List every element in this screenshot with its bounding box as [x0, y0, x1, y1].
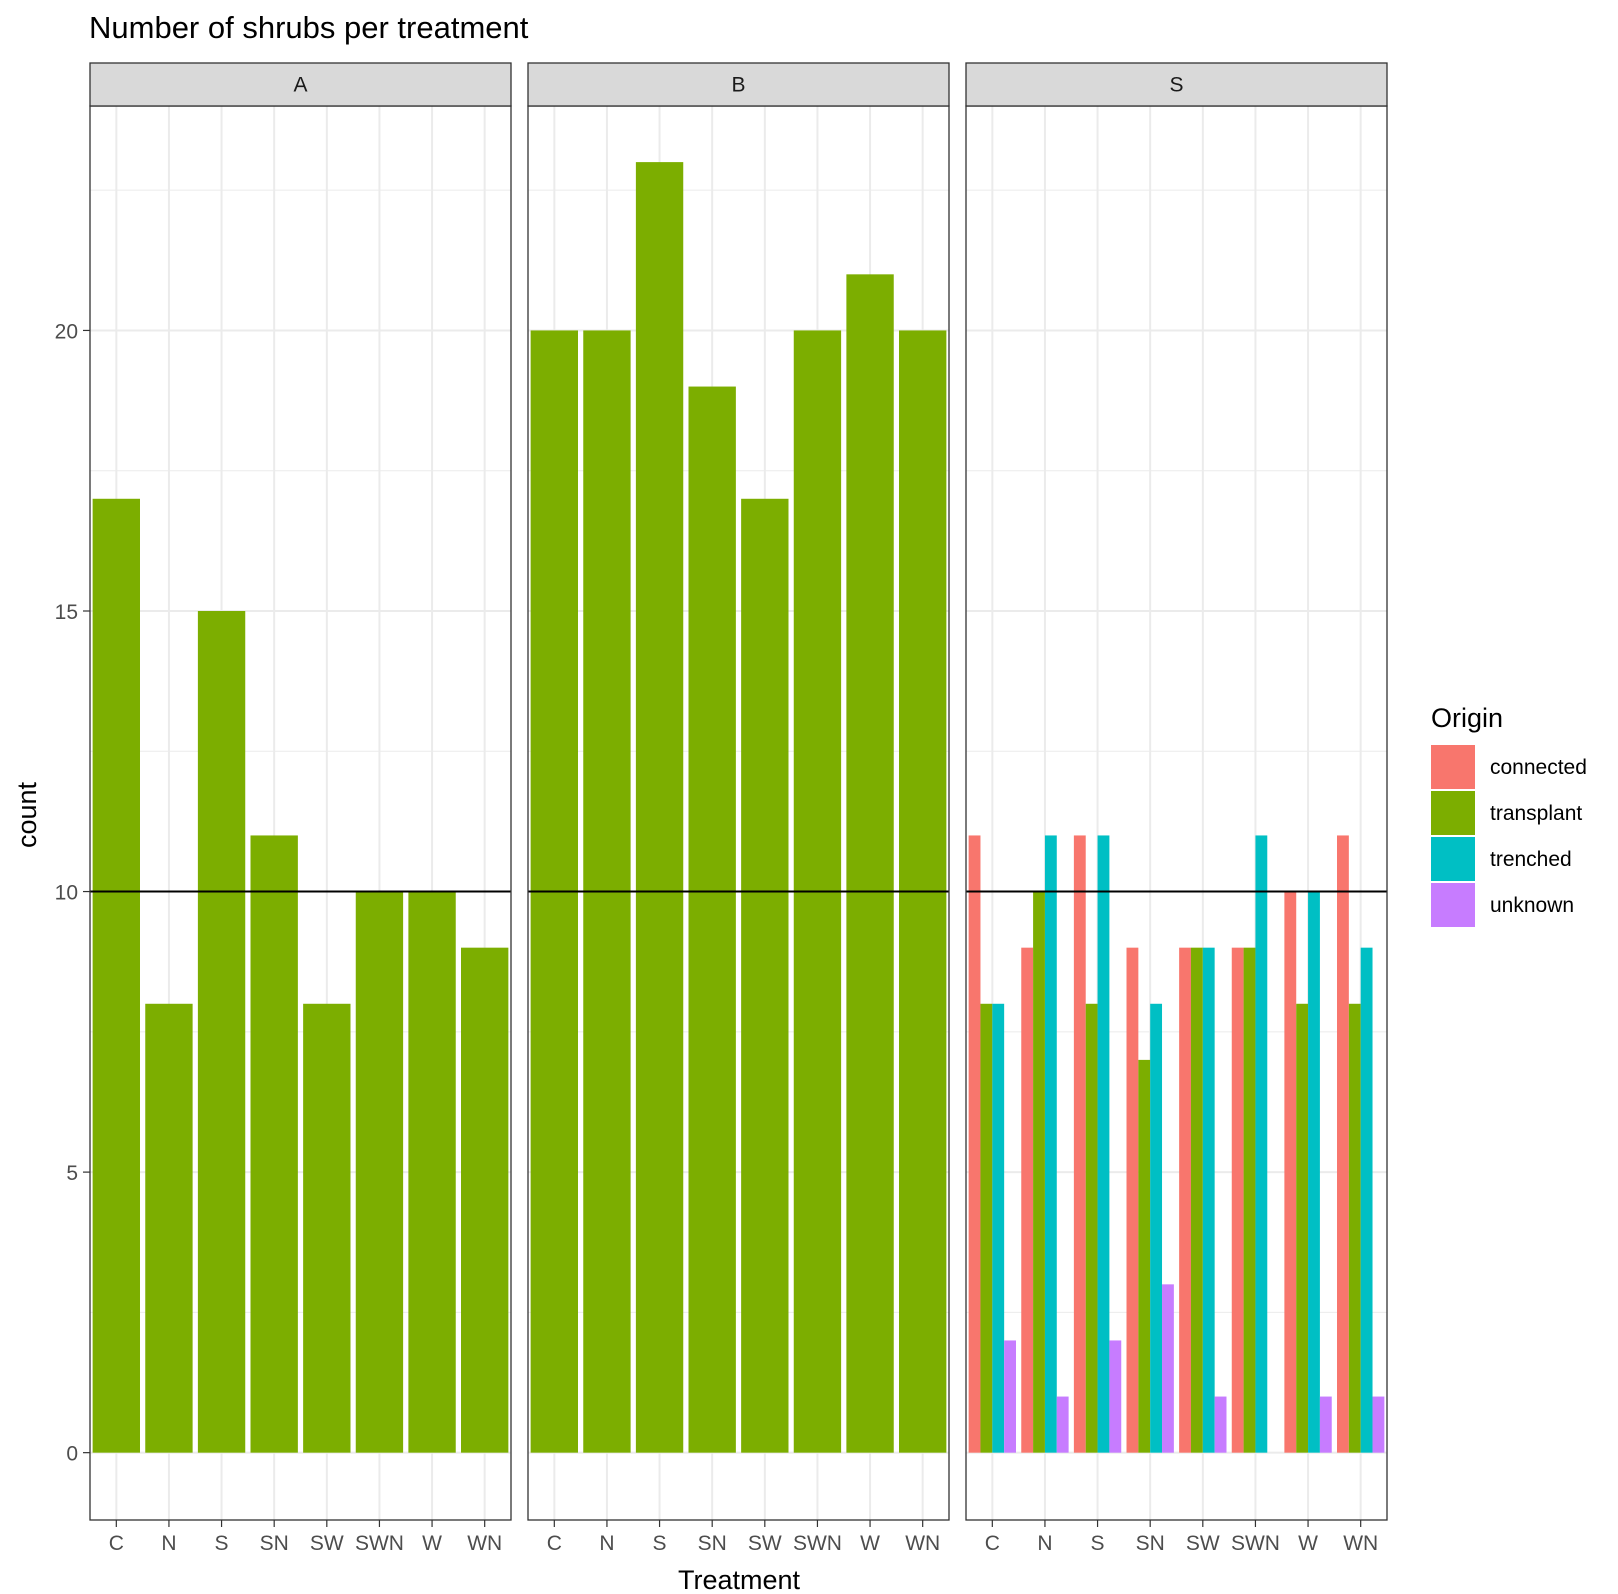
bar-b-w-transplant — [846, 274, 894, 1453]
x-tick-label: S — [1091, 1532, 1105, 1555]
x-tick-label: SN — [1136, 1532, 1165, 1555]
x-tick-label: N — [1037, 1532, 1052, 1555]
chart-title: Number of shrubs per treatment — [89, 10, 529, 45]
legend-label-trenched: trenched — [1490, 848, 1572, 871]
bar-a-c-transplant — [92, 498, 140, 1453]
x-tick-label: SWN — [793, 1532, 842, 1555]
bar-a-w-transplant — [408, 891, 456, 1453]
x-tick-label: SW — [748, 1532, 782, 1555]
x-tick-label: N — [161, 1532, 176, 1555]
x-tick-label: SW — [310, 1532, 344, 1555]
bar-s-s-transplant — [1085, 1003, 1098, 1453]
bar-s-c-trenched — [992, 1003, 1005, 1453]
bar-s-c-unknown — [1004, 1340, 1016, 1453]
bar-s-n-transplant — [1033, 891, 1045, 1453]
bar-s-c-transplant — [980, 1003, 993, 1453]
y-tick-label: 0 — [66, 1443, 78, 1466]
bar-s-s-trenched — [1097, 835, 1110, 1453]
bar-a-wn-transplant — [461, 947, 509, 1453]
legend: Origin connected transplant trenched unknow… — [1431, 703, 1587, 927]
bar-s-n-connected — [1021, 947, 1034, 1453]
bar-s-wn-connected — [1337, 835, 1349, 1453]
x-tick-label: W — [860, 1532, 880, 1555]
bar-s-w-trenched — [1308, 891, 1320, 1453]
bar-s-sw-transplant — [1190, 947, 1203, 1453]
bar-a-n-transplant — [145, 1003, 193, 1453]
bar-s-c-connected — [968, 835, 981, 1453]
facet-strip-label: S — [1169, 74, 1183, 97]
x-tick-label: C — [547, 1532, 562, 1555]
bar-s-swn-connected — [1231, 947, 1244, 1453]
bar-s-sn-connected — [1126, 947, 1139, 1453]
bar-s-wn-unknown — [1372, 1396, 1385, 1453]
bar-s-w-connected — [1284, 891, 1297, 1453]
facet-panel-s: S C N S SN SW SWN W WN — [965, 62, 1388, 1555]
bar-s-w-unknown — [1319, 1396, 1332, 1453]
x-tick-label: WN — [467, 1532, 502, 1555]
x-tick-label: SN — [260, 1532, 289, 1555]
facet-strip-label: A — [293, 74, 307, 97]
bar-s-s-connected — [1073, 835, 1086, 1453]
x-tick-label: W — [422, 1532, 442, 1555]
facet-strip-label: B — [731, 74, 745, 97]
legend-key-trenched — [1431, 837, 1475, 881]
bar-s-sw-trenched — [1202, 947, 1215, 1453]
bar-b-sn-transplant — [688, 386, 736, 1453]
x-tick-label: W — [1298, 1532, 1318, 1555]
y-tick-label: 10 — [55, 882, 78, 905]
y-axis-label: count — [12, 781, 42, 848]
legend-key-connected — [1431, 745, 1475, 789]
x-tick-label: SW — [1186, 1532, 1220, 1555]
bar-s-sn-unknown — [1162, 1284, 1174, 1453]
bar-s-sw-unknown — [1214, 1396, 1227, 1453]
legend-title: Origin — [1431, 703, 1503, 733]
bar-b-sw-transplant — [741, 498, 789, 1453]
bar-s-s-unknown — [1109, 1340, 1122, 1453]
x-tick-label: SWN — [355, 1532, 404, 1555]
x-tick-label: C — [985, 1532, 1000, 1555]
y-tick-label: 15 — [55, 601, 78, 624]
bar-s-sn-trenched — [1150, 1003, 1163, 1453]
bar-s-swn-trenched — [1255, 835, 1268, 1453]
x-tick-label: N — [599, 1532, 614, 1555]
legend-key-transplant — [1431, 791, 1475, 835]
facet-strip — [965, 62, 1388, 107]
bar-s-wn-transplant — [1348, 1003, 1361, 1453]
facet-panel-a: A C N S SN SW SWN W WN — [89, 62, 512, 1555]
x-tick-label: WN — [1343, 1532, 1378, 1555]
bar-s-wn-trenched — [1360, 947, 1373, 1453]
legend-label-transplant: transplant — [1490, 802, 1582, 825]
x-axis-label: Treatment — [678, 1565, 801, 1594]
y-tick-label: 5 — [66, 1162, 78, 1185]
bar-a-sw-transplant — [303, 1003, 351, 1453]
facet-strip — [89, 62, 512, 107]
facet-panel-b: B C N S SN SW SWN W WN — [527, 62, 950, 1555]
x-tick-label: SN — [698, 1532, 727, 1555]
x-tick-label: C — [109, 1532, 124, 1555]
bar-s-n-trenched — [1044, 835, 1057, 1453]
x-tick-label: WN — [905, 1532, 940, 1555]
bar-a-swn-transplant — [355, 891, 404, 1453]
bar-s-w-transplant — [1296, 1003, 1309, 1453]
legend-label-connected: connected — [1490, 756, 1587, 779]
bar-b-s-transplant — [635, 162, 684, 1453]
facet-strip — [527, 62, 950, 107]
legend-label-unknown: unknown — [1490, 894, 1574, 917]
x-tick-label: S — [215, 1532, 229, 1555]
x-tick-label: SWN — [1231, 1532, 1280, 1555]
y-tick-label: 20 — [55, 320, 78, 343]
bar-s-sw-connected — [1179, 947, 1191, 1453]
x-tick-label: S — [653, 1532, 667, 1555]
bar-a-s-transplant — [197, 611, 246, 1453]
bar-s-swn-transplant — [1243, 947, 1256, 1453]
legend-key-unknown — [1431, 883, 1475, 927]
bar-s-sn-transplant — [1138, 1059, 1151, 1453]
bar-a-sn-transplant — [250, 835, 298, 1453]
bar-s-n-unknown — [1056, 1396, 1069, 1453]
